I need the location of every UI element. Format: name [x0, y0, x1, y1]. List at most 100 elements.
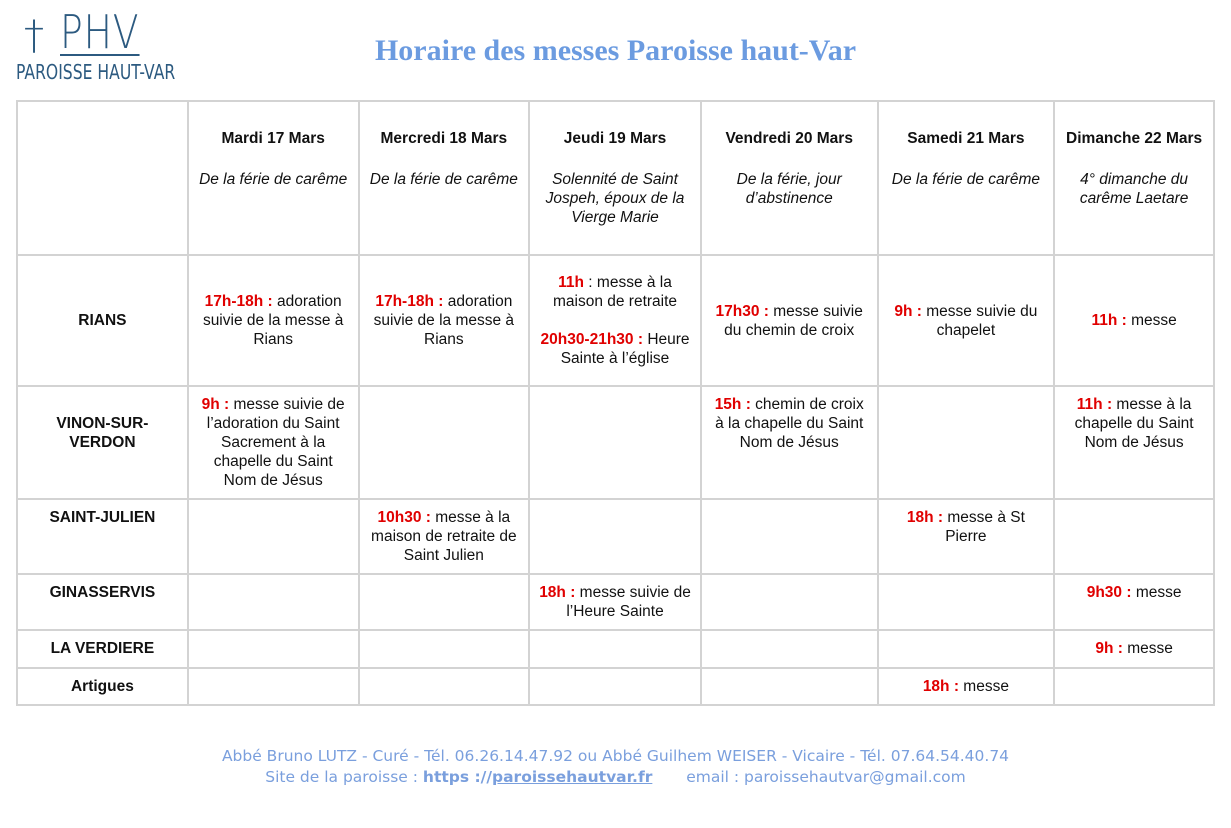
schedule-cell: 18h : messe suivie de l’Heure Sainte — [528, 573, 702, 631]
schedule-cell — [186, 573, 360, 631]
page-title: Horaire des messes Paroisse haut-Var — [374, 34, 857, 67]
schedule-cell — [1053, 498, 1215, 575]
schedule-cell — [699, 667, 879, 706]
entry-text: messe suivie de l’adoration du Saint Sac… — [206, 396, 345, 489]
schedule-cell — [357, 667, 531, 706]
schedule-cell — [876, 629, 1056, 669]
schedule-cell: 17h-18h : adoration suivie de la messe à… — [186, 254, 360, 387]
schedule-cell — [186, 667, 360, 706]
location-label: LA VERDIERE — [16, 629, 189, 669]
entry-time: 17h-18h : — [375, 293, 444, 310]
corner-cell — [16, 100, 189, 256]
location-label: RIANS — [16, 254, 189, 387]
footer: Abbé Bruno LUTZ - Curé - Tél. 06.26.14.4… — [0, 746, 1231, 788]
day-header-cell: Samedi 21 Mars De la férie de carême — [876, 100, 1056, 256]
schedule-cell — [528, 629, 702, 669]
feast-description: De la férie, jour d’abstinence — [736, 171, 842, 207]
site-prefix: https :// — [422, 768, 492, 786]
feast-description: De la férie de carême — [891, 171, 1040, 188]
schedule-entry: 11h : messe à la chapelle du Saint Nom d… — [1063, 395, 1205, 452]
day-name: Jeudi 19 Mars — [563, 130, 667, 147]
contact-line: Abbé Bruno LUTZ - Curé - Tél. 06.26.14.4… — [221, 747, 1010, 765]
schedule-cell: 9h : messe suivie du chapelet — [876, 254, 1056, 387]
entry-time: 15h : — [714, 396, 751, 413]
entry-text: messe à la maison de retraite de Saint J… — [371, 509, 517, 564]
schedule-entry: 20h30-21h30 : Heure Sainte à l’église — [538, 330, 692, 368]
schedule-entry: 9h : messe suivie du chapelet — [887, 302, 1046, 340]
schedule-cell: 18h : messe à St Pierre — [876, 498, 1056, 575]
day-name: Mercredi 18 Mars — [380, 130, 508, 147]
day-header-cell: Jeudi 19 Mars Solennité de Saint Jospeh, … — [528, 100, 702, 256]
website-link[interactable]: paroissehautvar.fr — [492, 768, 653, 786]
schedule-entry: 18h : messe à St Pierre — [887, 508, 1046, 546]
table-row: SAINT-JULIEN 10h30 : messe à la maison de… — [16, 498, 1215, 575]
schedule-cell — [357, 629, 531, 669]
schedule-cell — [357, 385, 531, 500]
location-label: Artigues — [16, 667, 189, 706]
table-row: GINASSERVIS 18h : messe suivie de l’Heure… — [16, 573, 1215, 631]
entry-time: 11h : — [1091, 312, 1127, 329]
email-text: email : paroissehautvar@gmail.com — [686, 768, 966, 786]
day-header-cell: Dimanche 22 Mars 4° dimanche du carême La… — [1053, 100, 1215, 256]
entry-text: messe à la chapelle du Saint Nom de Jésu… — [1074, 396, 1194, 451]
schedule-cell: 11h : messe — [1053, 254, 1215, 387]
feast-description: Solennité de Saint Jospeh, époux de la V… — [545, 171, 685, 226]
schedule-entry: 18h : messe suivie de l’Heure Sainte — [538, 583, 692, 621]
location-label: VINON-SUR-VERDON — [16, 385, 189, 500]
schedule-cell — [699, 629, 879, 669]
schedule-cell: 18h : messe — [876, 667, 1056, 706]
table-row: VINON-SUR-VERDON 9h : messe suivie de l’a… — [16, 385, 1215, 500]
entry-time: 20h30-21h30 : — [540, 331, 644, 348]
entry-time: 9h30 : — [1086, 584, 1132, 601]
schedule-cell: 10h30 : messe à la maison de retraite de… — [357, 498, 531, 575]
day-header-cell: Vendredi 20 Mars De la férie, jour d’abst… — [699, 100, 879, 256]
day-name: Mardi 17 Mars — [221, 130, 325, 147]
schedule-cell — [876, 385, 1056, 500]
schedule-entry: 15h : chemin de croix à la chapelle du S… — [710, 395, 869, 452]
schedule-entry: 9h : messe — [1063, 639, 1205, 658]
schedule-entry: 9h : messe suivie de l’adoration du Sain… — [197, 395, 350, 490]
day-header-cell: Mardi 17 Mars De la férie de carême — [186, 100, 360, 256]
day-name: Samedi 21 Mars — [907, 130, 1025, 147]
logo-name: PAROISSE HAUT-VAR — [16, 60, 176, 84]
entry-time: 17h30 : — [715, 302, 769, 320]
feast-description: 4° dimanche du carême Laetare — [1079, 171, 1189, 207]
schedule-cell — [1053, 667, 1215, 706]
schedule-cell — [876, 573, 1056, 631]
entry-time: 10h30 : — [377, 509, 431, 526]
feast-description: De la férie de carême — [369, 171, 518, 188]
schedule-entry: 10h30 : messe à la maison de retraite de… — [368, 508, 521, 565]
entry-text: messe — [1126, 312, 1177, 329]
schedule-cell — [528, 667, 702, 706]
day-name: Dimanche 22 Mars — [1066, 130, 1203, 147]
entry-time: 11h — [558, 274, 584, 291]
entry-text: adoration suivie de la messe à Rians — [202, 293, 344, 348]
schedule-cell — [699, 498, 879, 575]
entry-text: messe suivie de l’Heure Sainte — [566, 584, 691, 620]
entry-time: 17h-18h : — [204, 293, 273, 310]
schedule-entry: 11h : messe à la maison de retraite — [538, 273, 692, 311]
entry-text: messe à St Pierre — [943, 509, 1025, 545]
entry-time: 9h : — [201, 396, 230, 413]
entry-time: 18h : — [922, 678, 959, 695]
schedule-entry: 11h : messe — [1063, 311, 1205, 330]
schedule-cell: 11h : messe à la maison de retraite 20h30… — [528, 254, 702, 387]
schedule-cell: 9h : messe — [1053, 629, 1215, 669]
entry-text: messe suivie du chemin de croix — [724, 302, 863, 339]
header-row: Mardi 17 Mars De la férie de carême Mercre… — [16, 100, 1215, 256]
day-header-cell: Mercredi 18 Mars De la férie de carême — [357, 100, 531, 256]
schedule-cell: 15h : chemin de croix à la chapelle du S… — [699, 385, 879, 500]
schedule-entry: 17h30 : messe suivie du chemin de croix — [710, 302, 869, 340]
schedule-cell: 9h : messe suivie de l’adoration du Sain… — [186, 385, 360, 500]
schedule-cell — [528, 498, 702, 575]
schedule-entry: 17h-18h : adoration suivie de la messe à… — [197, 292, 350, 349]
entry-text: Heure Sainte à l’église — [560, 331, 690, 367]
schedule-table: Mardi 17 Mars De la férie de carême Mercre… — [16, 100, 1215, 706]
entry-time: 18h : — [906, 509, 944, 526]
table-row: Artigues 18h : messe — [16, 667, 1215, 706]
schedule-cell: 17h-18h : adoration suivie de la messe à… — [357, 254, 531, 387]
entry-text: adoration suivie de la messe à Rians — [373, 293, 515, 348]
entry-text: messe — [1131, 584, 1182, 601]
entry-time: 9h : — [1095, 640, 1123, 657]
schedule-cell: 17h30 : messe suivie du chemin de croix — [699, 254, 879, 387]
